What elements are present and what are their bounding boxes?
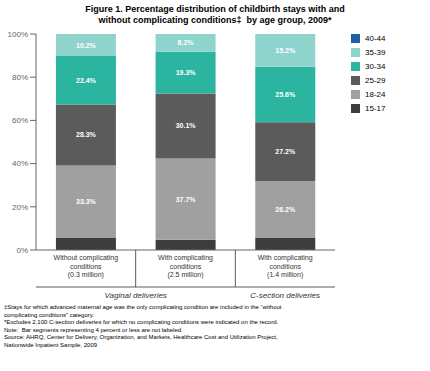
- html-text:25-29: 25-29: [365, 76, 386, 85]
- svg-text:conditions: conditions: [70, 263, 102, 270]
- svg-text:Vaginal deliveries: Vaginal deliveries: [104, 291, 166, 300]
- html-text:Note: Bar segments representin: Note: Bar segments representing 4 percen…: [4, 326, 183, 333]
- svg-text:30.1%: 30.1%: [176, 122, 197, 129]
- html-text:Nationwide Inpatient Sample, 2: Nationwide Inpatient Sample, 2009: [4, 341, 98, 348]
- svg-text:(2.5 million): (2.5 million): [167, 271, 203, 279]
- svg-text:100%: 100%: [8, 30, 28, 39]
- svg-text:28.3%: 28.3%: [76, 131, 97, 138]
- html-text:Source: AHRQ, Center for Deliv: Source: AHRQ, Center for Delivery, Organ…: [4, 334, 278, 340]
- svg-text:conditions: conditions: [170, 263, 202, 270]
- svg-text:With complicating: With complicating: [158, 254, 213, 262]
- html-text:18-24: 18-24: [365, 90, 386, 99]
- svg-text:(1.4 million): (1.4 million): [267, 271, 303, 279]
- svg-text:60%: 60%: [12, 116, 28, 125]
- svg-text:(0.3 million): (0.3 million): [68, 271, 104, 279]
- html-text:complicating conditions” categ: complicating conditions” category.: [4, 311, 94, 318]
- html-text:40-44: 40-44: [365, 34, 386, 43]
- svg-text:33.3%: 33.3%: [76, 198, 97, 205]
- svg-text:conditions: conditions: [269, 263, 301, 270]
- svg-text:C-section deliveries: C-section deliveries: [250, 291, 320, 300]
- html-text:‡Stays for which advanced mate: ‡Stays for which advanced maternal age w…: [4, 304, 282, 310]
- html-text:Figure 1. Percentage distribut: Figure 1. Percentage distribution of chi…: [85, 4, 345, 14]
- svg-text:37.7%: 37.7%: [176, 196, 197, 203]
- html-text:35-39: 35-39: [365, 48, 386, 57]
- svg-text:40%: 40%: [12, 159, 28, 168]
- svg-text:19.3%: 19.3%: [176, 69, 197, 76]
- svg-text:25.6%: 25.6%: [275, 91, 296, 98]
- svg-text:80%: 80%: [12, 73, 28, 82]
- svg-text:With complicating: With complicating: [258, 254, 313, 262]
- svg-text:27.2%: 27.2%: [275, 148, 296, 155]
- svg-text:22.4%: 22.4%: [76, 77, 97, 84]
- svg-text:0%: 0%: [16, 246, 28, 255]
- svg-text:Without complicating: Without complicating: [54, 254, 119, 262]
- svg-text:15.2%: 15.2%: [275, 47, 296, 54]
- html-text:*Excludes 2,100 C-section deli: *Excludes 2,100 C-section deliveries for…: [4, 319, 279, 325]
- svg-text:10.2%: 10.2%: [76, 42, 97, 49]
- svg-text:8.2%: 8.2%: [178, 39, 195, 46]
- html-text:without complicating condition: without complicating conditions‡ by age …: [98, 15, 332, 25]
- html-text:30-34: 30-34: [365, 62, 386, 71]
- svg-text:20%: 20%: [12, 203, 28, 212]
- svg-text:26.2%: 26.2%: [275, 206, 296, 213]
- html-text:15-17: 15-17: [365, 104, 386, 113]
